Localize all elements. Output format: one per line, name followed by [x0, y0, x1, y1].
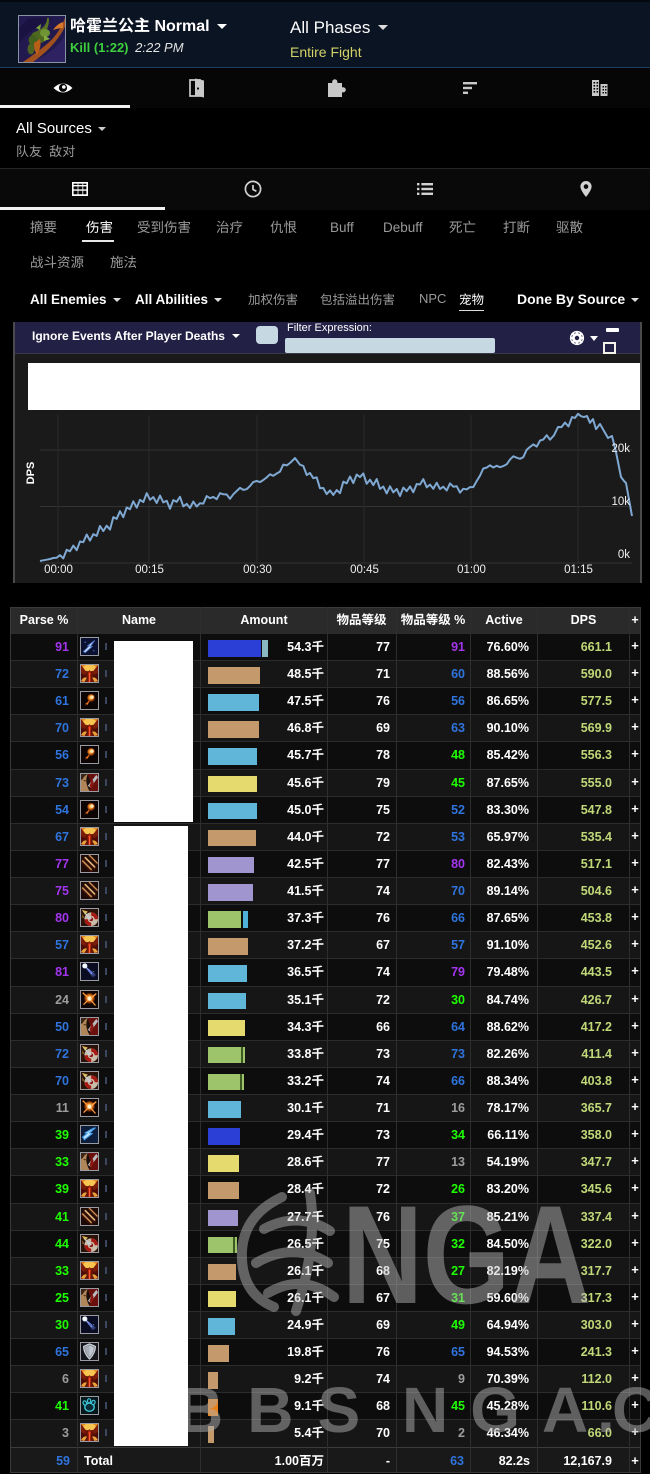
svg-text:NGA: NGA: [342, 1185, 591, 1317]
